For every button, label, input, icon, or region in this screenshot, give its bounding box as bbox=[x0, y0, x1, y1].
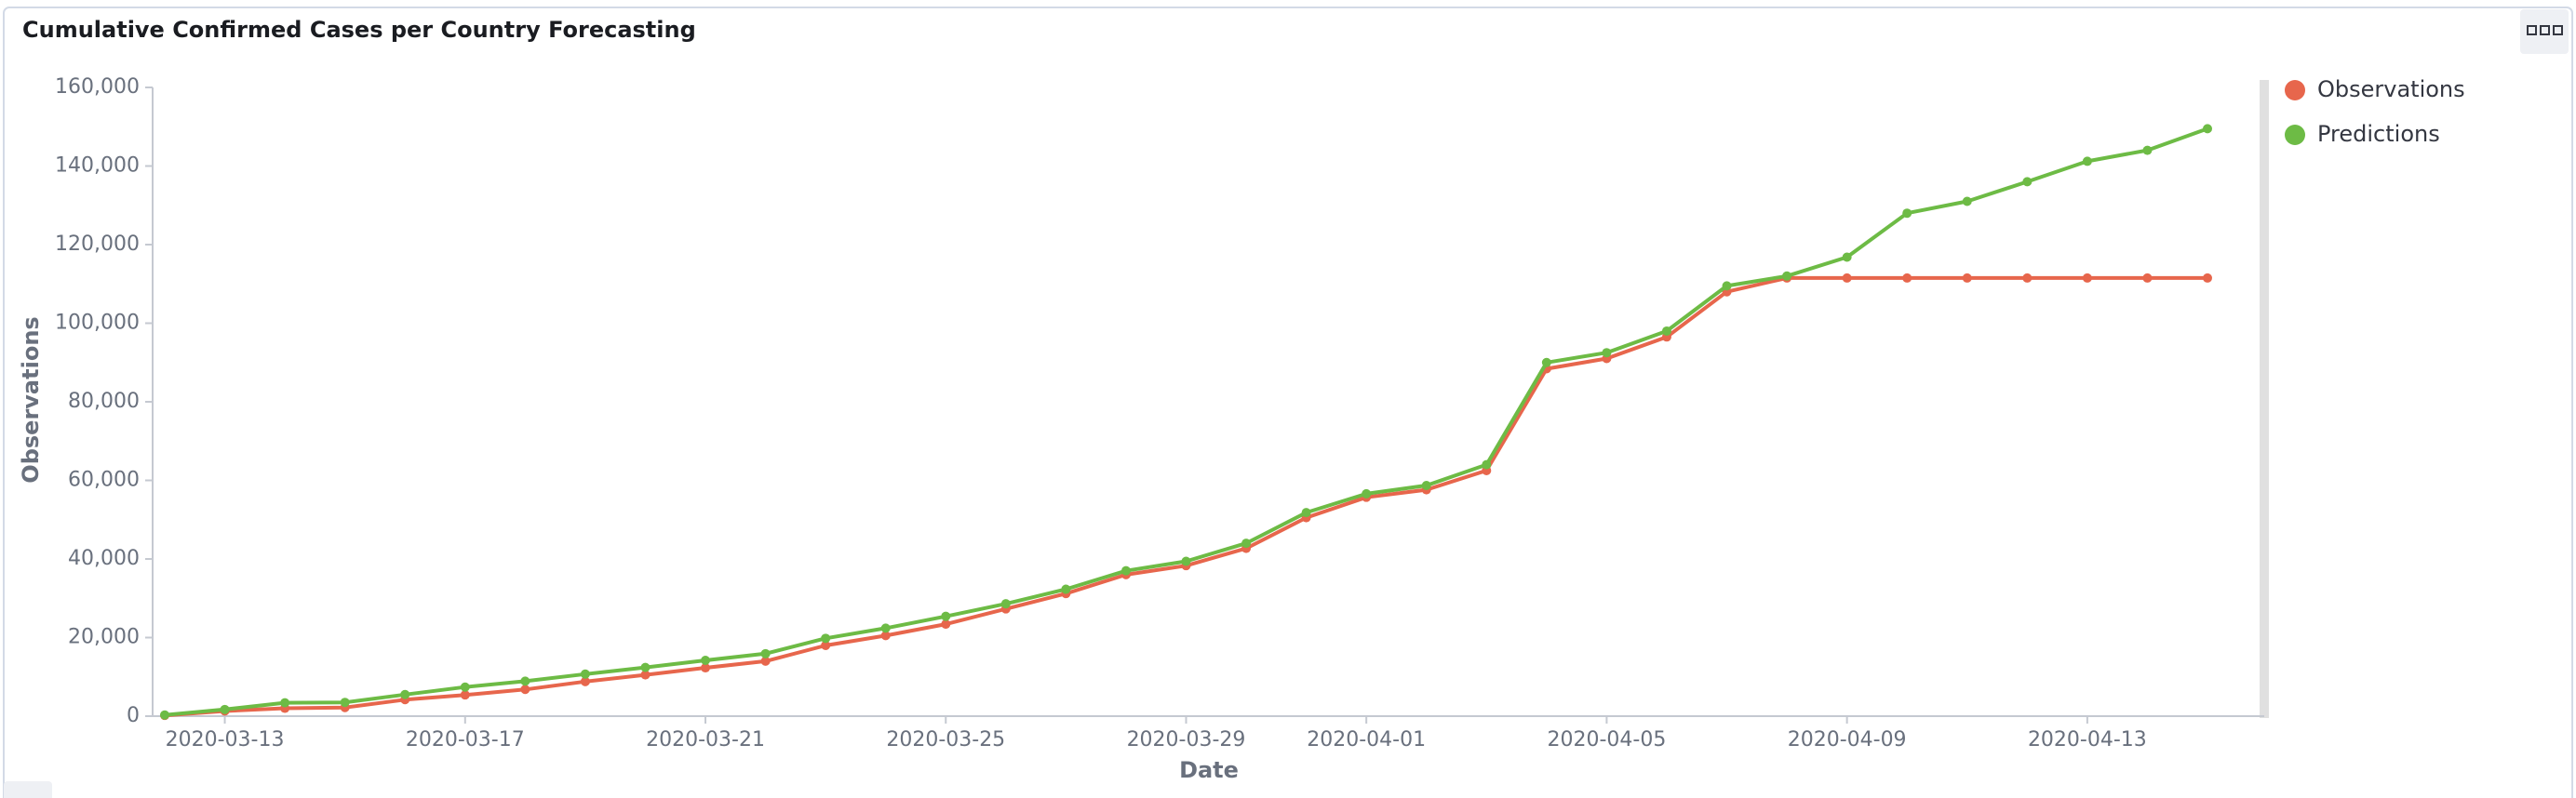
data-point bbox=[580, 669, 590, 679]
y-axis-title: Observations bbox=[18, 316, 44, 483]
x-tick-label: 2020-04-13 bbox=[2028, 728, 2147, 751]
data-point bbox=[2203, 124, 2212, 134]
data-point bbox=[520, 685, 530, 695]
data-point bbox=[1842, 252, 1852, 262]
data-point bbox=[640, 662, 651, 672]
panel bbox=[3, 7, 2573, 798]
data-point bbox=[1902, 208, 1912, 219]
data-point bbox=[220, 704, 230, 714]
data-point bbox=[1241, 539, 1252, 549]
x-tick-label: 2020-03-25 bbox=[886, 728, 1005, 751]
data-point bbox=[821, 633, 831, 644]
data-point bbox=[1181, 556, 1191, 566]
x-tick-label: 2020-03-13 bbox=[166, 728, 285, 751]
data-point bbox=[2203, 273, 2212, 283]
legend-swatch bbox=[2285, 125, 2305, 145]
data-point bbox=[1482, 459, 1492, 470]
data-point bbox=[1722, 281, 1732, 291]
legend-toggle[interactable] bbox=[4, 781, 52, 798]
data-point bbox=[821, 640, 831, 650]
data-point bbox=[2142, 273, 2153, 283]
legend-swatch bbox=[2285, 80, 2305, 100]
data-point bbox=[1962, 273, 1972, 283]
data-point bbox=[880, 623, 891, 633]
data-point bbox=[520, 676, 530, 686]
x-tick-label: 2020-03-21 bbox=[646, 728, 765, 751]
x-axis-title: Date bbox=[1179, 757, 1239, 783]
x-tick-label: 2020-04-05 bbox=[1547, 728, 1666, 751]
data-point bbox=[701, 656, 711, 666]
legend-label[interactable]: Observations bbox=[2317, 76, 2465, 102]
data-point bbox=[941, 611, 951, 621]
data-point bbox=[1301, 508, 1311, 518]
data-point bbox=[1061, 584, 1071, 594]
data-point bbox=[1541, 357, 1551, 367]
data-point bbox=[640, 670, 651, 680]
y-tick-label: 120,000 bbox=[55, 233, 140, 256]
data-point bbox=[760, 656, 771, 666]
data-point bbox=[2082, 156, 2092, 166]
data-point bbox=[460, 690, 470, 700]
y-tick-label: 0 bbox=[127, 704, 140, 727]
data-point bbox=[2022, 273, 2033, 283]
data-point bbox=[880, 631, 891, 641]
data-point bbox=[1000, 599, 1011, 609]
legend-label[interactable]: Predictions bbox=[2317, 121, 2440, 147]
data-point bbox=[1902, 273, 1912, 283]
data-point bbox=[1602, 348, 1612, 358]
data-point bbox=[941, 619, 951, 630]
y-tick-label: 160,000 bbox=[55, 75, 140, 99]
data-point bbox=[2082, 273, 2092, 283]
y-tick-label: 80,000 bbox=[68, 390, 140, 413]
y-tick-label: 60,000 bbox=[68, 469, 140, 492]
y-tick-label: 40,000 bbox=[68, 547, 140, 570]
data-point bbox=[2022, 177, 2033, 187]
y-tick-label: 140,000 bbox=[55, 154, 140, 178]
y-tick-label: 20,000 bbox=[68, 626, 140, 649]
data-point bbox=[1661, 326, 1671, 336]
y-tick-label: 100,000 bbox=[55, 312, 140, 335]
panel-menu[interactable] bbox=[2520, 9, 2569, 54]
data-point bbox=[1362, 488, 1372, 499]
x-tick-label: 2020-04-09 bbox=[1788, 728, 1907, 751]
scrollbar bbox=[2260, 80, 2269, 718]
x-tick-label: 2020-04-01 bbox=[1307, 728, 1426, 751]
data-point bbox=[1842, 273, 1852, 283]
data-point bbox=[1782, 271, 1792, 281]
x-tick-label: 2020-03-29 bbox=[1127, 728, 1246, 751]
data-point bbox=[1421, 480, 1431, 490]
data-point bbox=[760, 648, 771, 658]
menu-dots bbox=[2527, 25, 2563, 35]
data-point bbox=[1962, 196, 1972, 206]
data-point bbox=[400, 689, 410, 699]
data-point bbox=[2142, 145, 2153, 155]
x-tick-label: 2020-03-17 bbox=[406, 728, 525, 751]
chart-title: Cumulative Confirmed Cases per Country F… bbox=[22, 17, 696, 43]
data-point bbox=[701, 663, 711, 673]
data-point bbox=[280, 698, 290, 708]
data-point bbox=[580, 676, 590, 686]
data-point bbox=[160, 710, 169, 720]
data-point bbox=[340, 698, 350, 708]
data-point bbox=[460, 682, 470, 692]
data-point bbox=[1120, 565, 1131, 576]
